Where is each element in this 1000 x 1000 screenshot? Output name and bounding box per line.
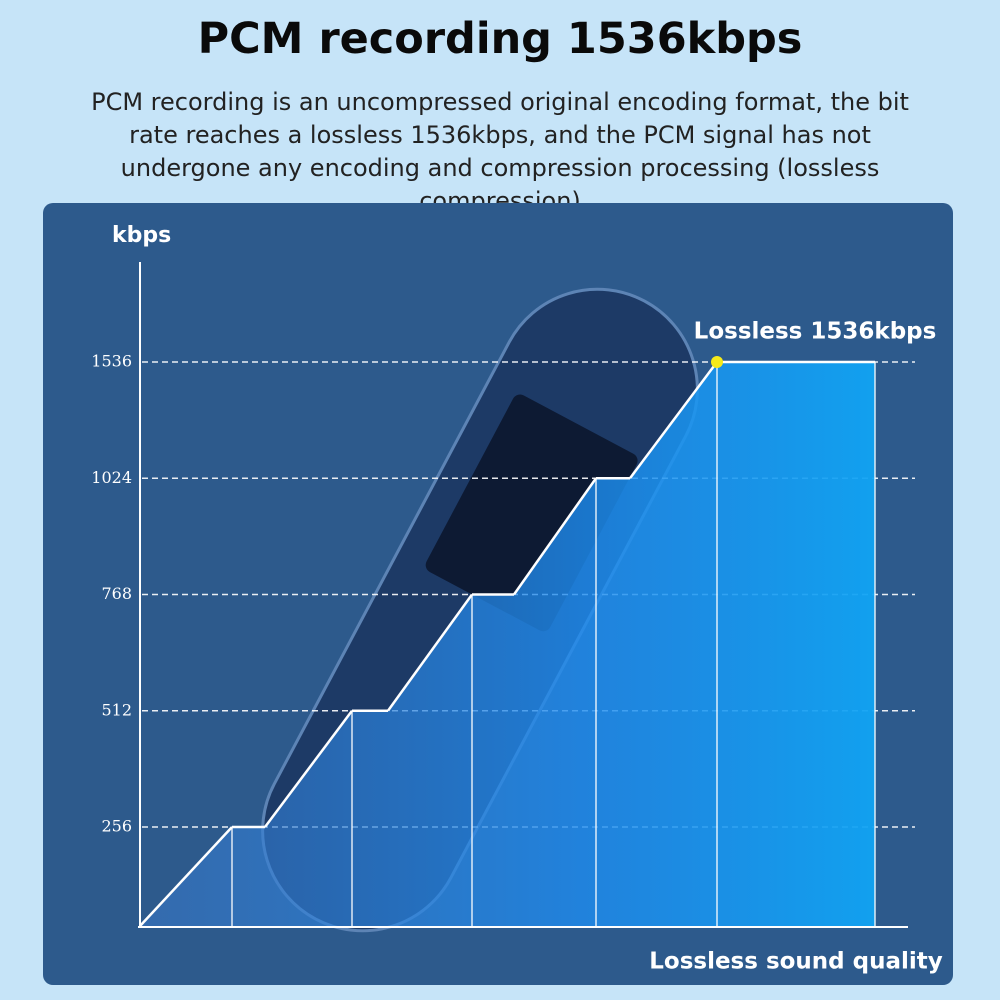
ramp xyxy=(263,710,354,828)
peak-marker xyxy=(711,356,723,368)
title: PCM recording 1536kbps xyxy=(197,14,803,64)
y-tick-label: 512 xyxy=(101,700,132,719)
ramp xyxy=(139,826,233,927)
y-tick-label: 768 xyxy=(101,584,132,603)
ramp xyxy=(386,593,474,712)
area xyxy=(140,362,875,926)
ramp xyxy=(512,477,598,596)
y-tick-label: 1024 xyxy=(91,468,132,487)
x-axis-label: Lossless sound quality xyxy=(649,949,943,975)
annotation: Lossless 1536kbps xyxy=(694,319,937,345)
y-tick-label: 1536 xyxy=(91,352,132,371)
ramp xyxy=(628,361,719,479)
y-tick-label: 256 xyxy=(101,817,132,836)
y-axis-label: kbps xyxy=(112,223,171,248)
